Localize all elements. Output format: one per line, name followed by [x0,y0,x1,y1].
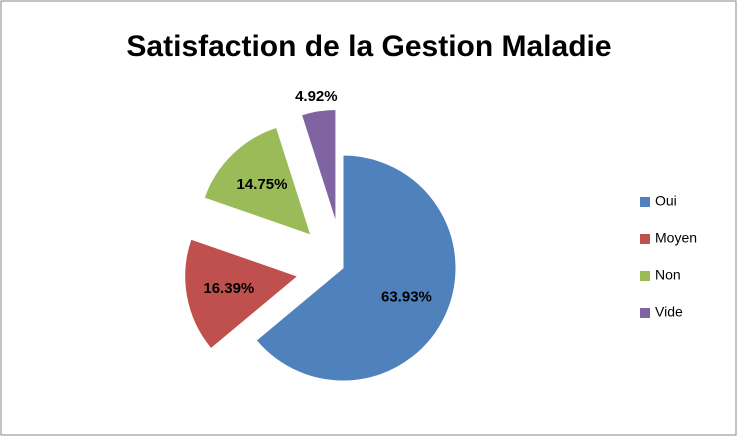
legend-swatch [640,234,650,244]
legend-label: Vide [655,304,683,320]
legend-swatch [640,271,650,281]
legend-label: Moyen [655,230,697,246]
legend-swatch [640,308,650,318]
legend-label: Non [655,267,681,283]
legend-swatch [640,197,650,207]
data-label: 4.92% [295,88,338,105]
pie-slice [203,126,312,236]
pie-slice [184,238,299,350]
data-label: 14.75% [237,176,288,193]
chart-title: Satisfaction de la Gestion Maladie [126,30,611,63]
pie-slice [300,109,337,223]
data-label: 16.39% [203,280,254,297]
pie-slice [255,154,457,382]
legend-label: Oui [655,193,677,209]
data-label: 63.93% [381,289,432,306]
